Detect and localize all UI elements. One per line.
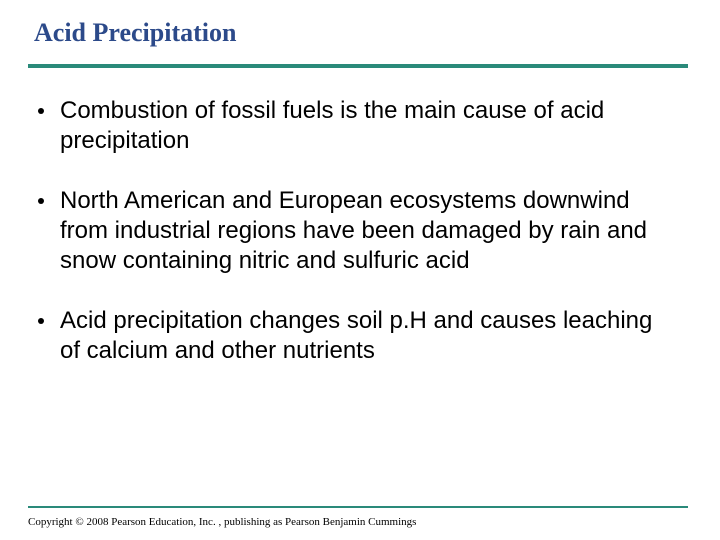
bullet-text: Combustion of fossil fuels is the main c… <box>60 96 672 156</box>
bullet-dot-icon <box>38 198 44 204</box>
slide-title: Acid Precipitation <box>28 18 692 48</box>
bullet-dot-icon <box>38 108 44 114</box>
content-area: Combustion of fossil fuels is the main c… <box>28 96 692 366</box>
bullet-item: Combustion of fossil fuels is the main c… <box>38 96 672 156</box>
divider-bottom <box>28 506 688 508</box>
divider-top <box>28 64 688 68</box>
copyright-text: Copyright © 2008 Pearson Education, Inc.… <box>28 516 416 528</box>
bullet-item: Acid precipitation changes soil p.H and … <box>38 306 672 366</box>
bullet-text: Acid precipitation changes soil p.H and … <box>60 306 672 366</box>
bullet-item: North American and European ecosystems d… <box>38 186 672 276</box>
bullet-dot-icon <box>38 318 44 324</box>
bullet-text: North American and European ecosystems d… <box>60 186 672 276</box>
slide-container: Acid Precipitation Combustion of fossil … <box>0 0 720 540</box>
